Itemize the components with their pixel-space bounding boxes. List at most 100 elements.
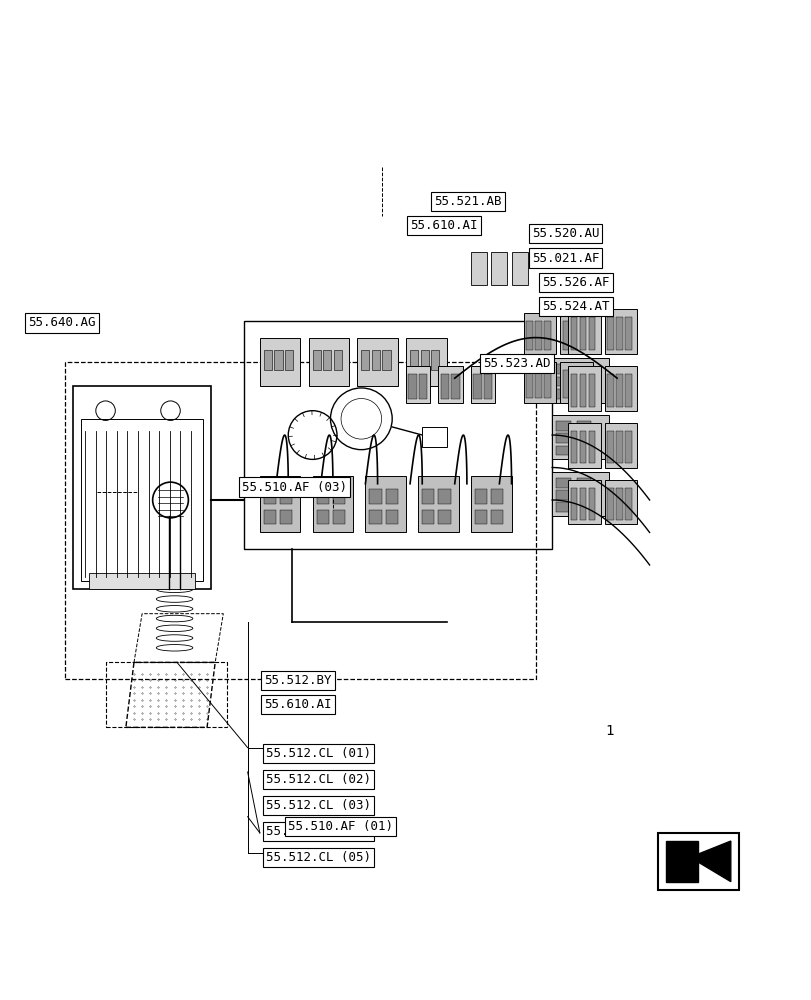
Bar bbox=[616, 488, 622, 520]
Bar bbox=[243, 321, 551, 549]
Bar bbox=[420, 350, 428, 370]
Bar bbox=[474, 510, 487, 524]
Bar bbox=[491, 252, 507, 285]
Text: 55.021.AF: 55.021.AF bbox=[531, 252, 599, 265]
Bar bbox=[607, 374, 613, 407]
Bar bbox=[570, 317, 577, 350]
Bar bbox=[280, 489, 292, 504]
Text: 55.610.AI: 55.610.AI bbox=[264, 698, 331, 711]
Bar bbox=[422, 510, 434, 524]
Text: 55.521.AB: 55.521.AB bbox=[434, 195, 501, 208]
Bar bbox=[588, 488, 594, 520]
Bar bbox=[385, 489, 397, 504]
Polygon shape bbox=[689, 841, 730, 882]
Text: 55.526.AF: 55.526.AF bbox=[542, 276, 609, 289]
Bar bbox=[474, 489, 487, 504]
Bar bbox=[543, 370, 550, 398]
Bar bbox=[604, 480, 637, 524]
Text: 55.512.CL (03): 55.512.CL (03) bbox=[266, 799, 371, 812]
Bar bbox=[438, 510, 450, 524]
Bar bbox=[556, 364, 570, 374]
Bar bbox=[576, 446, 590, 455]
Bar bbox=[570, 488, 577, 520]
Bar bbox=[470, 252, 487, 285]
Bar bbox=[491, 510, 503, 524]
Bar bbox=[73, 386, 211, 589]
Bar bbox=[523, 313, 556, 354]
Bar bbox=[551, 472, 608, 516]
Bar bbox=[604, 309, 637, 354]
Bar bbox=[551, 358, 608, 403]
Bar bbox=[570, 431, 577, 463]
Bar bbox=[556, 433, 570, 443]
Bar bbox=[410, 350, 418, 370]
Text: 55.520.AU: 55.520.AU bbox=[531, 227, 599, 240]
Bar bbox=[470, 476, 511, 532]
Bar bbox=[568, 480, 600, 524]
Bar bbox=[274, 350, 282, 370]
Bar bbox=[312, 350, 320, 370]
Bar bbox=[624, 317, 631, 350]
Bar bbox=[568, 309, 600, 354]
Bar bbox=[543, 321, 550, 350]
Bar bbox=[89, 573, 195, 589]
Bar bbox=[579, 488, 586, 520]
Text: 55.512.CL (04): 55.512.CL (04) bbox=[266, 825, 371, 838]
Bar bbox=[562, 321, 569, 350]
Bar bbox=[616, 431, 622, 463]
Bar bbox=[580, 370, 586, 398]
Text: 55.524.AT: 55.524.AT bbox=[542, 300, 609, 313]
Bar bbox=[357, 338, 397, 386]
Bar bbox=[556, 377, 570, 386]
Bar bbox=[526, 370, 532, 398]
Bar bbox=[604, 423, 637, 468]
Bar bbox=[588, 431, 594, 463]
Bar bbox=[571, 321, 577, 350]
Bar bbox=[579, 374, 586, 407]
Bar bbox=[570, 374, 577, 407]
Bar bbox=[438, 489, 450, 504]
Bar bbox=[260, 476, 300, 532]
Bar bbox=[624, 488, 631, 520]
Bar bbox=[624, 431, 631, 463]
Bar bbox=[556, 478, 570, 488]
Bar bbox=[576, 377, 590, 386]
Bar bbox=[316, 489, 328, 504]
Bar bbox=[333, 350, 341, 370]
Bar bbox=[556, 502, 570, 512]
Bar bbox=[371, 350, 380, 370]
Bar bbox=[556, 389, 570, 398]
Bar bbox=[579, 431, 586, 463]
Bar bbox=[607, 431, 613, 463]
Bar bbox=[576, 364, 590, 374]
Bar bbox=[470, 366, 495, 403]
Text: 55.610.AI: 55.610.AI bbox=[410, 219, 477, 232]
Bar bbox=[491, 489, 503, 504]
Text: 55.512.BY: 55.512.BY bbox=[264, 674, 331, 687]
Text: 55.512.CL (02): 55.512.CL (02) bbox=[266, 773, 371, 786]
Bar bbox=[333, 510, 345, 524]
Bar bbox=[406, 338, 446, 386]
Bar bbox=[607, 488, 613, 520]
Bar bbox=[264, 350, 272, 370]
Text: 1: 1 bbox=[604, 724, 612, 738]
Bar bbox=[556, 446, 570, 455]
Bar bbox=[551, 415, 608, 459]
Bar bbox=[369, 489, 381, 504]
Bar bbox=[65, 362, 535, 679]
Bar bbox=[616, 374, 622, 407]
Bar bbox=[264, 510, 276, 524]
Bar bbox=[526, 321, 532, 350]
Bar bbox=[382, 350, 390, 370]
Bar bbox=[560, 313, 592, 354]
Text: 55.510.AF (01): 55.510.AF (01) bbox=[288, 820, 393, 833]
Bar bbox=[408, 374, 416, 398]
Bar bbox=[280, 510, 292, 524]
Bar bbox=[579, 317, 586, 350]
Bar bbox=[438, 366, 462, 403]
Bar bbox=[523, 362, 556, 403]
Bar bbox=[568, 423, 600, 468]
Bar bbox=[418, 476, 458, 532]
Bar bbox=[588, 317, 594, 350]
Bar bbox=[312, 476, 353, 532]
